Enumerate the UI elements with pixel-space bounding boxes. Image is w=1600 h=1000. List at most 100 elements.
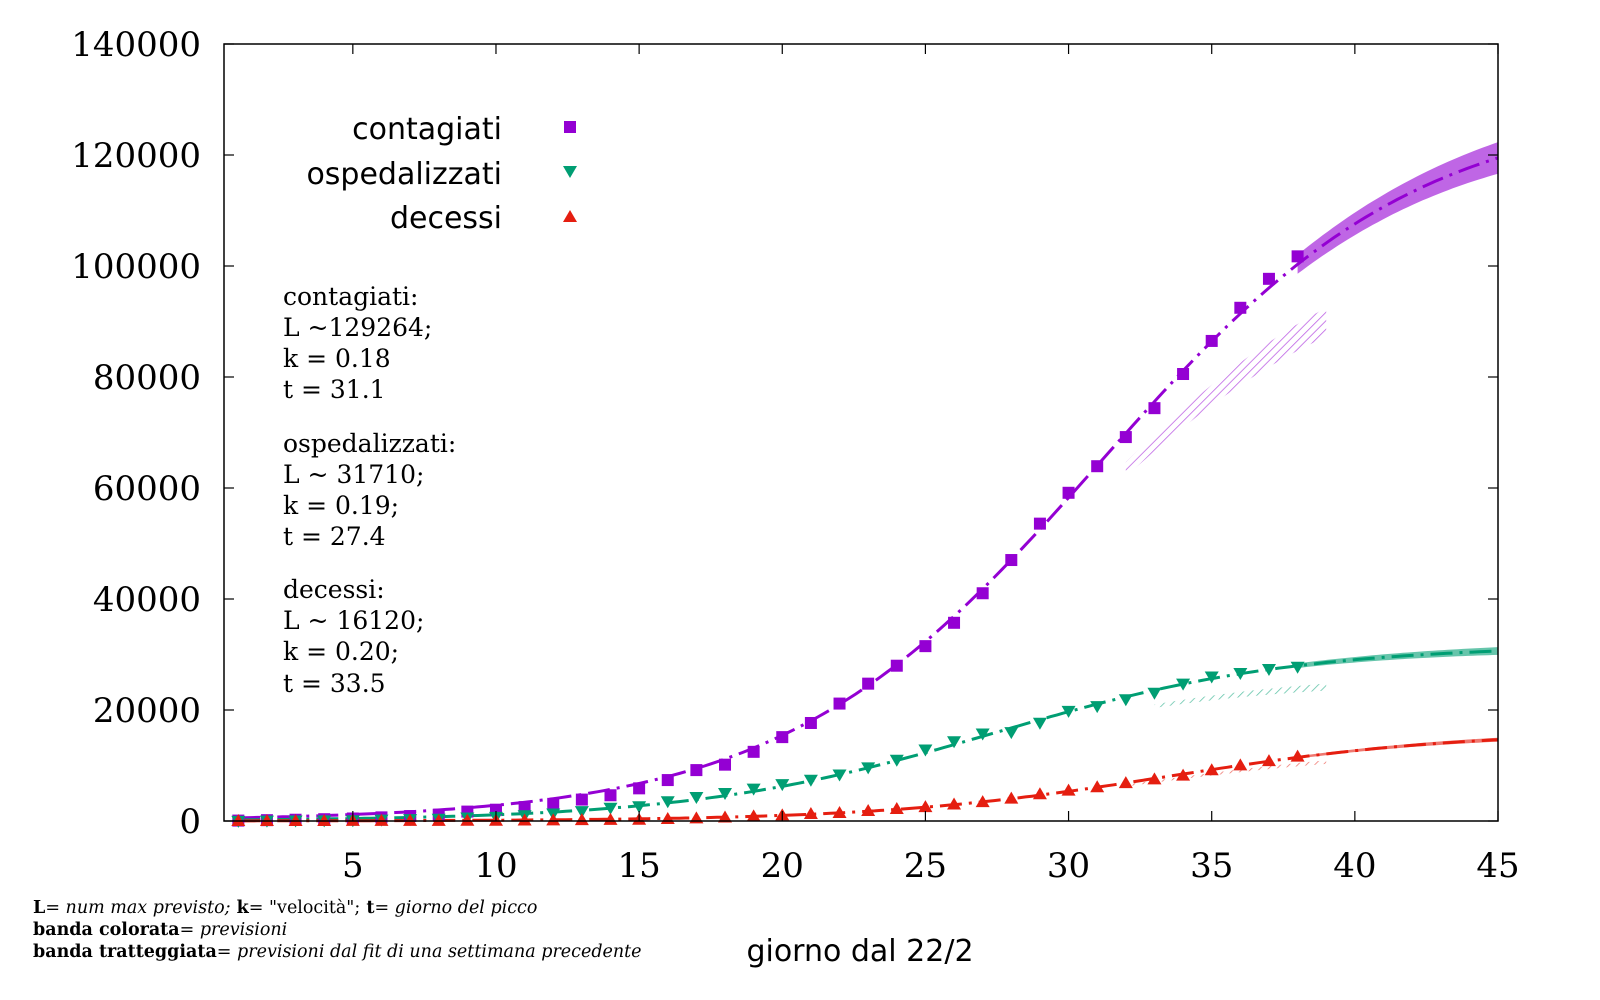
param-decessi-k: k = 0.20; (283, 637, 399, 666)
y-tick-label-100000: 100000 (71, 247, 201, 287)
point-decessi-33 (1147, 772, 1162, 785)
x-tick-label-5: 5 (342, 846, 364, 886)
point-contagiati-30 (1062, 486, 1075, 499)
point-ospedalizzati-36 (1233, 667, 1248, 680)
curves-layer (238, 156, 1499, 823)
point-ospedalizzati-26 (947, 736, 962, 749)
band-hatched-decessi (1125, 760, 1327, 787)
param-decessi-L: L ~ 16120; (283, 606, 424, 635)
note-t-desc: giorno del picco (394, 898, 538, 918)
note-t-key: t (360, 898, 375, 918)
point-ospedalizzati-17 (689, 792, 704, 805)
point-ospedalizzati-27 (975, 728, 990, 741)
y-tick-label-120000: 120000 (71, 136, 201, 176)
point-ospedalizzati-18 (718, 788, 733, 801)
y-tick-label-40000: 40000 (93, 580, 201, 620)
point-decessi-11 (517, 813, 532, 826)
note-eq3: = (179, 920, 200, 940)
point-ospedalizzati-22 (832, 769, 847, 782)
param-contagiati-t: t = 31.1 (283, 375, 386, 404)
param-ospedalizzati-title: ospedalizzati: (283, 429, 456, 458)
point-ospedalizzati-15 (632, 801, 647, 814)
point-decessi-6 (374, 813, 389, 826)
band-hatched-ospedalizzati (1154, 683, 1327, 708)
point-contagiati-17 (690, 764, 703, 777)
legend-label-decessi: decessi (390, 201, 502, 236)
point-decessi-14 (603, 812, 618, 825)
point-contagiati-19 (747, 745, 760, 758)
y-tick-label-140000: 140000 (71, 25, 201, 65)
plot-frame (223, 43, 1499, 822)
y-tick-label-60000: 60000 (93, 469, 201, 509)
point-decessi-3 (288, 813, 303, 826)
y-tick-label-20000: 20000 (93, 691, 201, 731)
point-contagiati-36 (1234, 301, 1247, 314)
point-decessi-7 (403, 813, 418, 826)
point-ospedalizzati-20 (775, 779, 790, 792)
note-hatched-band: banda tratteggiata= previsioni dal fit d… (33, 941, 642, 963)
point-contagiati-34 (1177, 368, 1190, 381)
x-tick-label-15: 15 (617, 846, 660, 886)
point-contagiati-23 (862, 677, 875, 690)
point-contagiati-29 (1033, 517, 1046, 530)
x-tick-label-35: 35 (1190, 846, 1233, 886)
point-decessi-27 (975, 795, 990, 808)
point-decessi-36 (1233, 758, 1248, 771)
point-decessi-12 (546, 813, 561, 826)
point-ospedalizzati-13 (574, 806, 589, 819)
legend-marker-contagiati (564, 121, 576, 133)
point-ospedalizzati-31 (1090, 701, 1105, 714)
point-decessi-25 (918, 800, 933, 813)
point-decessi-9 (460, 813, 475, 826)
point-decessi-32 (1118, 776, 1133, 789)
point-ospedalizzati-24 (889, 754, 904, 767)
legend-label-ospedalizzati: ospedalizzati (306, 157, 502, 192)
point-ospedalizzati-19 (746, 783, 761, 796)
point-contagiati-33 (1148, 402, 1161, 415)
legend-marker-decessi (563, 210, 577, 222)
x-tick-label-20: 20 (761, 846, 804, 886)
note-hatched-band-key: banda tratteggiata (33, 942, 217, 962)
point-contagiati-18 (719, 758, 732, 771)
note-eq: = (45, 898, 66, 918)
note-L-key: L (33, 898, 46, 918)
note-hatched-band-desc: previsioni dal fit di una settimana prec… (237, 942, 642, 962)
point-ospedalizzati-29 (1032, 717, 1047, 730)
point-contagiati-11 (518, 801, 531, 814)
point-contagiati-12 (547, 797, 560, 810)
point-contagiati-32 (1119, 431, 1132, 444)
point-decessi-21 (803, 806, 818, 819)
note-eq2: = (374, 898, 395, 918)
ticks-layer: 5 10 15 20 25 30 35 40 45 0 20000 40000 60000 80000 10… (71, 25, 1519, 886)
note-colored-band-key: banda colorata (33, 920, 180, 940)
y-tick-label-0: 0 (179, 802, 201, 842)
point-contagiati-20 (776, 731, 789, 744)
x-tick-label-40: 40 (1333, 846, 1376, 886)
note-k-desc: = "velocità"; (248, 898, 361, 918)
point-contagiati-13 (575, 793, 588, 806)
param-ospedalizzati-t: t = 27.4 (283, 522, 386, 551)
point-contagiati-21 (804, 716, 817, 729)
point-decessi-8 (431, 813, 446, 826)
x-tick-label-30: 30 (1047, 846, 1090, 886)
point-contagiati-14 (604, 789, 617, 802)
point-decessi-29 (1032, 787, 1047, 800)
point-contagiati-35 (1205, 334, 1218, 347)
point-ospedalizzati-38 (1290, 661, 1305, 674)
param-contagiati-k: k = 0.18 (283, 344, 391, 373)
param-decessi-title: decessi: (283, 575, 385, 604)
note-eq4: = (216, 942, 238, 962)
param-decessi-t: t = 33.5 (283, 669, 386, 698)
param-contagiati-title: contagiati: (283, 282, 418, 311)
legend-marker-ospedalizzati (563, 166, 577, 178)
point-ospedalizzati-35 (1204, 671, 1219, 684)
x-tick-label-25: 25 (904, 846, 947, 886)
point-contagiati-28 (1005, 554, 1018, 567)
y-tick-label-80000: 80000 (93, 358, 201, 398)
point-decessi-38 (1290, 749, 1305, 762)
x-tick-label-45: 45 (1476, 846, 1519, 886)
point-contagiati-25 (919, 640, 932, 653)
point-ospedalizzati-32 (1118, 694, 1133, 707)
point-contagiati-26 (948, 616, 961, 629)
point-decessi-2 (259, 813, 274, 826)
